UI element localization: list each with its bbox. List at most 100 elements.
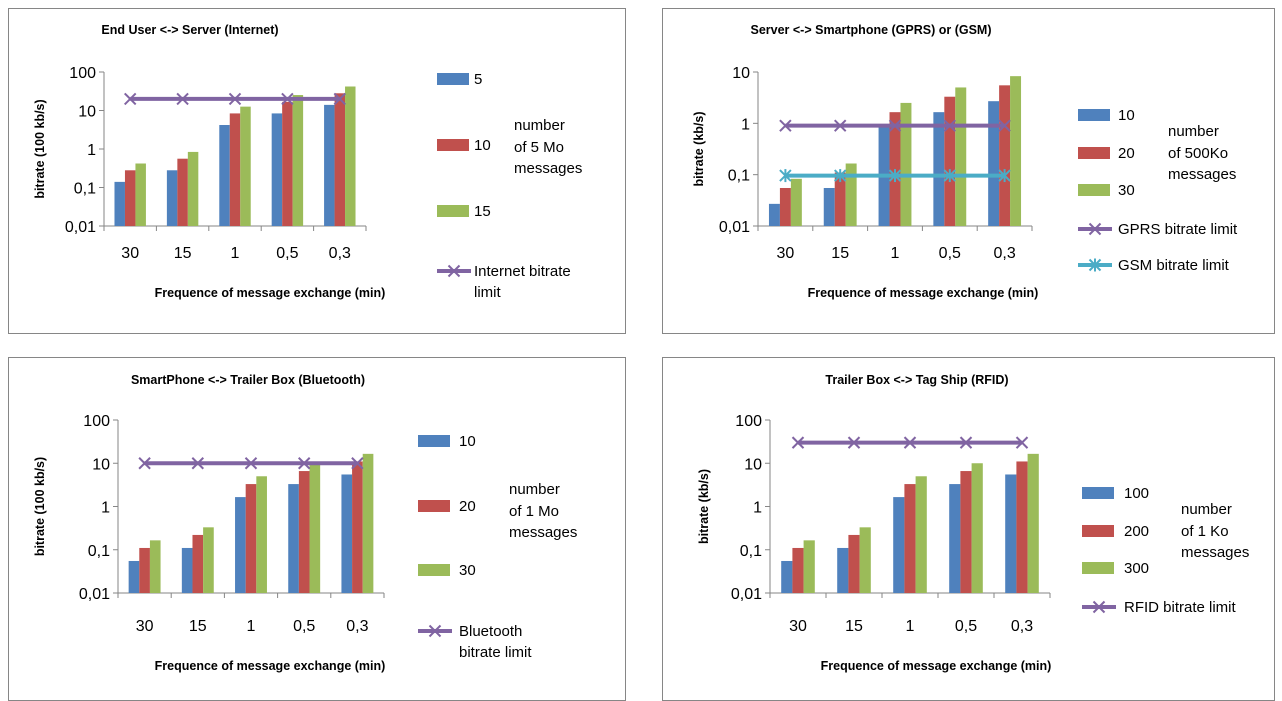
limit-marker xyxy=(943,119,957,132)
limit-marker xyxy=(998,119,1011,132)
bar-30-15 xyxy=(845,163,857,226)
chart-title: Server <-> Smartphone (GPRS) or (GSM) xyxy=(750,23,991,37)
bar-5-30 xyxy=(114,181,125,226)
bar-10-0,3 xyxy=(988,101,1000,226)
y-tick-label: 0,1 xyxy=(74,181,96,198)
chart-frame xyxy=(8,8,626,334)
bar-20-15 xyxy=(192,534,204,593)
y-tick-label: 100 xyxy=(83,413,110,430)
chart-3: SmartPhone <-> Trailer Box (Bluetooth) 0,… xyxy=(8,357,626,701)
bar-10-15 xyxy=(177,158,188,226)
bar-300-15 xyxy=(859,527,871,593)
bar-15-0,3 xyxy=(345,86,356,226)
y-axis-label: bitrate (kb/s) xyxy=(692,111,706,186)
bar-30-1 xyxy=(900,102,912,226)
bar-10-0,5 xyxy=(933,112,945,226)
bar-30-30 xyxy=(149,540,161,593)
bar-100-30 xyxy=(781,560,793,593)
bar-10-30 xyxy=(128,560,140,593)
x-tick-label: 15 xyxy=(845,618,863,635)
chart-title: End User <-> Server (Internet) xyxy=(101,23,278,37)
bar-10-0,3 xyxy=(341,474,353,593)
x-tick-label: 0,3 xyxy=(1011,618,1033,635)
legend-label: 10 xyxy=(1118,107,1135,124)
bar-20-0,3 xyxy=(352,461,363,593)
bar-15-15 xyxy=(187,151,199,226)
legend-note-line: number xyxy=(509,481,560,498)
y-tick-label: 10 xyxy=(744,456,762,473)
legend-note-line: messages xyxy=(1181,544,1249,561)
bar-30-1 xyxy=(256,476,267,593)
bar-20-1 xyxy=(245,484,257,593)
bar-20-30 xyxy=(779,187,791,226)
legend-label: 200 xyxy=(1124,523,1149,540)
bar-10-30 xyxy=(768,203,780,226)
bar-10-0,5 xyxy=(282,101,293,226)
bar-20-0,3 xyxy=(999,85,1011,226)
bar-100-0,5 xyxy=(949,484,961,593)
x-tick-label: 0,5 xyxy=(293,618,315,635)
y-tick-label: 1 xyxy=(753,500,762,517)
y-tick-label: 100 xyxy=(735,413,762,430)
x-tick-label: 1 xyxy=(247,618,256,635)
bar-10-1 xyxy=(229,113,241,226)
limit-marker xyxy=(888,119,902,132)
x-tick-label: 0,3 xyxy=(993,245,1015,262)
y-axis-label: bitrate (100 kb/s) xyxy=(33,457,47,556)
limit-marker xyxy=(281,92,294,106)
x-tick-label: 30 xyxy=(136,618,154,635)
legend-label: GPRS bitrate limit xyxy=(1118,221,1238,238)
legend-swatch xyxy=(1082,487,1114,499)
legend-label: 30 xyxy=(459,562,476,579)
y-tick-label: 0,1 xyxy=(88,543,110,560)
limit-marker xyxy=(228,92,242,106)
bar-15-30 xyxy=(135,163,146,226)
bar-15-0,5 xyxy=(292,95,304,226)
x-axis-label: Frequence of message exchange (min) xyxy=(155,286,386,300)
legend-note-line: of 500Ko xyxy=(1168,145,1228,162)
limit-marker xyxy=(779,119,792,132)
y-tick-label: 1 xyxy=(741,116,750,133)
chart-1: End User <-> Server (Internet)0,010,1110… xyxy=(8,8,626,334)
bar-300-30 xyxy=(803,540,815,593)
legend-note-line: number xyxy=(514,117,565,134)
chart-frame xyxy=(662,8,1275,334)
legend-note-line: of 5 Mo xyxy=(514,139,564,156)
limit-marker xyxy=(1015,436,1029,449)
bar-10-30 xyxy=(124,170,136,226)
legend-label: Internet bitrate limit xyxy=(474,263,571,301)
legend-label: RFID bitrate limit xyxy=(1124,599,1237,616)
chart-title: SmartPhone <-> Trailer Box (Bluetooth) xyxy=(131,373,365,387)
y-tick-label: 0,01 xyxy=(79,586,110,603)
bar-20-30 xyxy=(139,547,150,593)
legend-swatch xyxy=(418,435,450,447)
x-axis-label: Frequence of message exchange (min) xyxy=(155,659,386,673)
legend-label: 15 xyxy=(474,203,491,220)
bar-200-15 xyxy=(848,534,860,593)
y-tick-label: 0,01 xyxy=(719,219,750,236)
limit-marker xyxy=(351,457,364,470)
y-axis-label: bitrate (100 kb/s) xyxy=(33,99,47,198)
bar-30-0,5 xyxy=(955,87,967,226)
x-tick-label: 0,3 xyxy=(346,618,368,635)
x-tick-label: 30 xyxy=(777,245,795,262)
bar-30-30 xyxy=(790,178,802,226)
limit-marker xyxy=(791,436,805,449)
limit-marker xyxy=(244,457,258,470)
bar-300-0,5 xyxy=(971,463,983,593)
legend-swatch xyxy=(1082,562,1114,574)
legend-swatch xyxy=(1082,525,1114,537)
legend-note-line: messages xyxy=(1168,166,1236,183)
legend-note-line: number xyxy=(1181,501,1232,518)
bar-10-0,5 xyxy=(288,484,299,593)
limit-marker xyxy=(297,457,311,470)
legend-label: 300 xyxy=(1124,560,1149,577)
y-tick-label: 100 xyxy=(69,65,96,82)
bar-10-1 xyxy=(235,497,246,593)
bar-20-15 xyxy=(834,172,846,226)
legend-note-line: number xyxy=(1168,123,1219,140)
limit-marker xyxy=(138,457,151,470)
x-axis-label: Frequence of message exchange (min) xyxy=(808,286,1039,300)
y-axis-label: bitrate (kb/s) xyxy=(697,469,711,544)
